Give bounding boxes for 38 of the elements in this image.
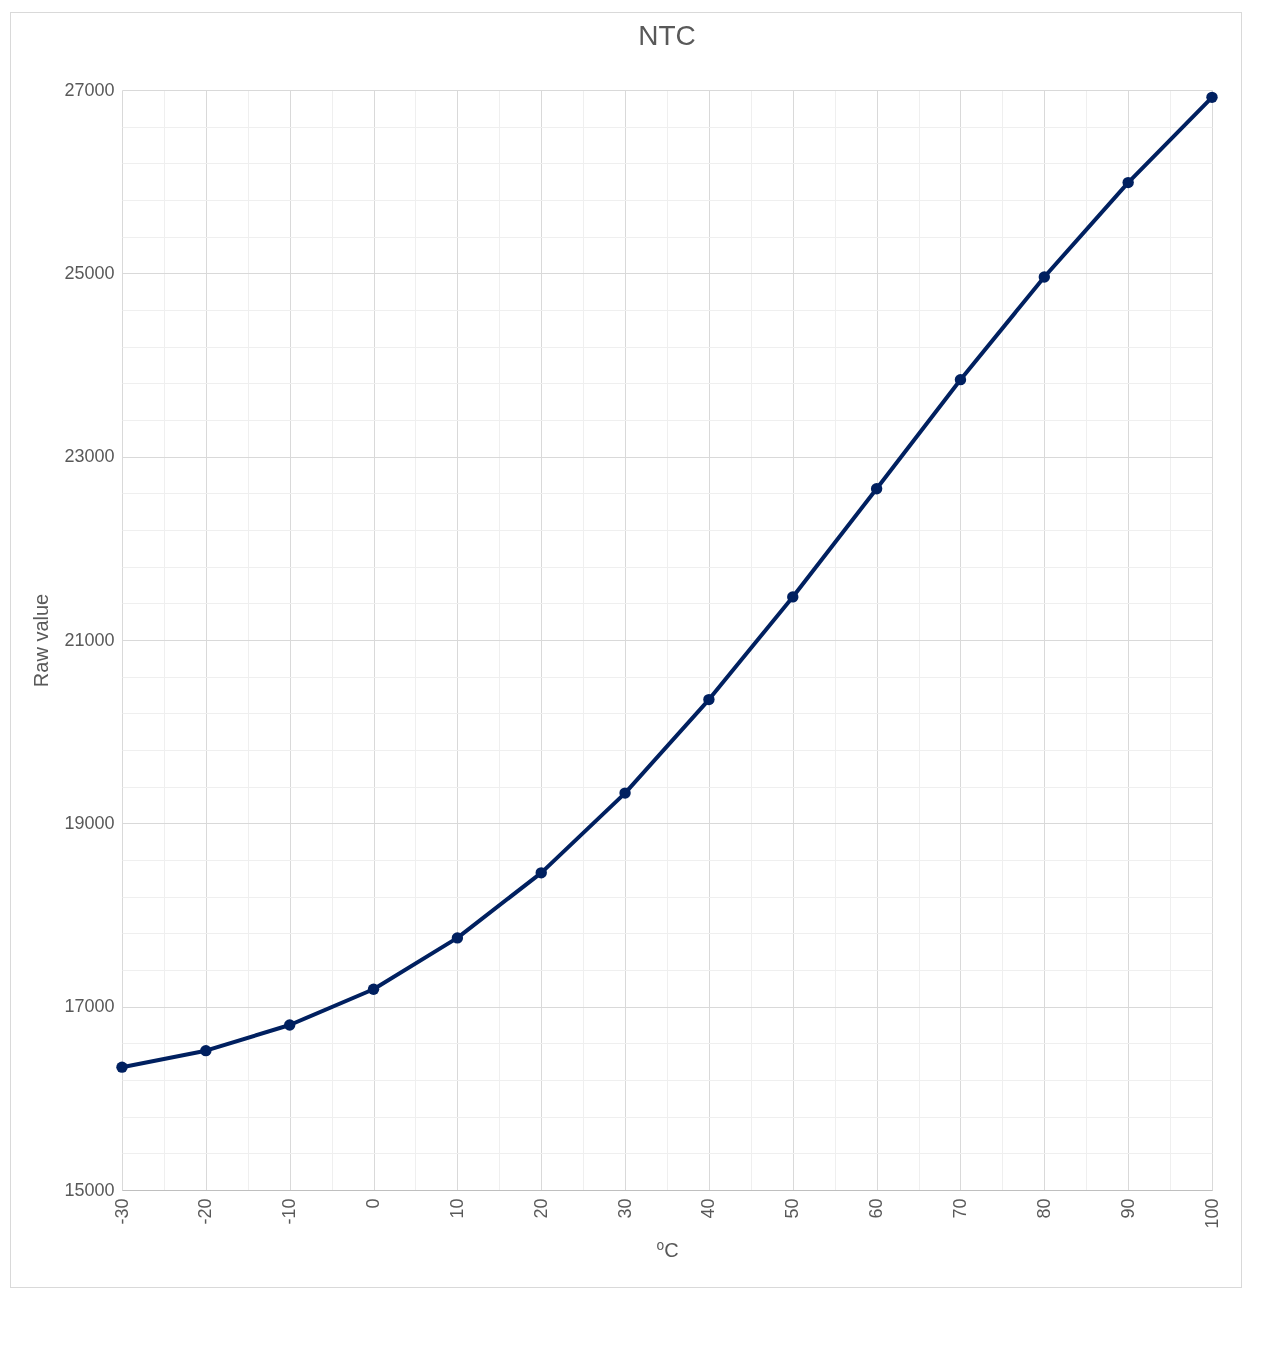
chart-title: NTC <box>638 20 696 51</box>
point <box>451 932 464 944</box>
point <box>1206 91 1218 104</box>
x-tick-label: 40 <box>698 1198 719 1219</box>
point <box>535 867 547 879</box>
x-tick-label: 60 <box>866 1198 887 1219</box>
point <box>200 1044 212 1057</box>
x-axis-title: ⁰C <box>656 1238 679 1261</box>
point <box>1038 271 1051 283</box>
x-tick-label: 10 <box>446 1198 467 1219</box>
point <box>703 693 715 706</box>
point <box>283 1019 296 1031</box>
x-tick-label: 70 <box>949 1198 970 1219</box>
x-tick-label: -30 <box>111 1198 132 1225</box>
point <box>367 983 380 995</box>
x-tick-label: -10 <box>279 1198 300 1225</box>
x-tick-label: 100 <box>1201 1198 1222 1229</box>
x-tick-label: 0 <box>363 1198 384 1209</box>
y-tick-label: 23000 <box>64 446 115 467</box>
x-tick-label: 50 <box>782 1198 803 1219</box>
x-tick-label: 20 <box>530 1198 551 1219</box>
x-tick-label: 80 <box>1033 1198 1054 1219</box>
y-tick-label: 21000 <box>64 629 115 650</box>
point <box>787 591 799 603</box>
y-axis-title: Raw value <box>30 593 53 688</box>
point <box>954 373 967 386</box>
y-tick-label: 25000 <box>64 262 115 283</box>
point <box>116 1061 128 1073</box>
y-tick-label: 15000 <box>64 1179 115 1200</box>
y-tick-label: 17000 <box>64 996 115 1017</box>
point <box>619 787 631 799</box>
point <box>870 483 883 495</box>
y-tick-label: 27000 <box>64 79 115 100</box>
x-tick-label: 30 <box>614 1198 635 1219</box>
point <box>1122 176 1134 189</box>
x-tick-label: 90 <box>1117 1198 1138 1219</box>
x-tick-label: -20 <box>195 1198 216 1225</box>
y-tick-label: 19000 <box>64 812 115 833</box>
